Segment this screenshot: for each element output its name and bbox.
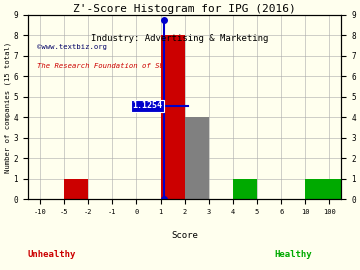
Text: 1.1254: 1.1254 (132, 102, 162, 110)
Title: Z'-Score Histogram for IPG (2016): Z'-Score Histogram for IPG (2016) (73, 4, 296, 14)
Y-axis label: Number of companies (15 total): Number of companies (15 total) (4, 41, 11, 173)
Bar (64, 179, 88, 199)
X-axis label: Score: Score (171, 231, 198, 241)
Text: Industry: Advertising & Marketing: Industry: Advertising & Marketing (91, 34, 269, 43)
Bar (161, 35, 185, 199)
Text: The Research Foundation of SUNY: The Research Foundation of SUNY (37, 63, 173, 69)
Bar (185, 117, 209, 199)
Text: Unhealthy: Unhealthy (28, 250, 76, 259)
Bar (305, 179, 354, 199)
Text: ©www.textbiz.org: ©www.textbiz.org (37, 44, 107, 50)
Text: Healthy: Healthy (274, 250, 312, 259)
Bar (233, 179, 257, 199)
